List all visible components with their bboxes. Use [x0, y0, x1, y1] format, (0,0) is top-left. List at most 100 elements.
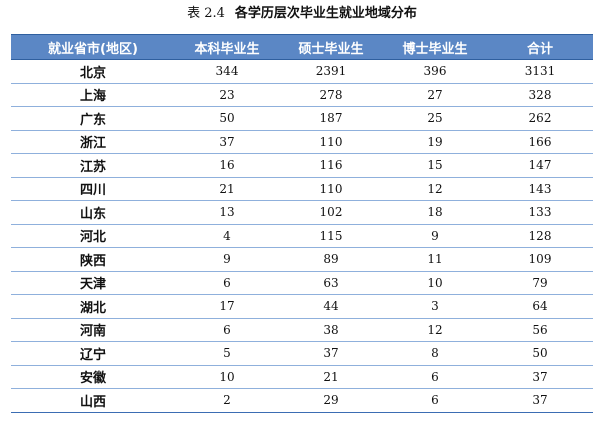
total-cell: 50	[487, 341, 593, 366]
table-row: 北京 344 2391 396 3131	[11, 59, 593, 84]
bachelor-cell: 37	[175, 130, 279, 154]
master-cell: 21	[279, 365, 383, 389]
table-row: 天津 6 63 10 79	[11, 271, 593, 295]
master-cell: 29	[279, 388, 383, 413]
total-cell: 37	[487, 388, 593, 413]
doctor-cell: 12	[383, 177, 487, 201]
total-cell: 143	[487, 177, 593, 201]
doctor-cell: 3	[383, 294, 487, 319]
region-cell: 陕西	[11, 247, 175, 272]
table-row: 浙江 37 110 19 166	[11, 130, 593, 154]
master-cell: 102	[279, 200, 383, 225]
master-cell: 44	[279, 294, 383, 319]
region-cell: 天津	[11, 271, 175, 295]
region-cell: 河南	[11, 318, 175, 342]
table-row: 陕西 9 89 11 109	[11, 247, 593, 272]
region-cell: 山东	[11, 200, 175, 225]
table-row: 广东 50 187 25 262	[11, 106, 593, 131]
bachelor-cell: 5	[175, 341, 279, 366]
region-cell: 广东	[11, 106, 175, 131]
region-cell: 上海	[11, 83, 175, 107]
table-row: 四川 21 110 12 143	[11, 177, 593, 201]
doctor-cell: 9	[383, 224, 487, 248]
table-row: 河北 4 115 9 128	[11, 224, 593, 248]
header-bachelor: 本科毕业生	[175, 34, 279, 60]
table-row: 辽宁 5 37 8 50	[11, 341, 593, 366]
master-cell: 38	[279, 318, 383, 342]
region-cell: 浙江	[11, 130, 175, 154]
bachelor-cell: 10	[175, 365, 279, 389]
master-cell: 116	[279, 153, 383, 178]
region-cell: 辽宁	[11, 341, 175, 366]
table-row: 山东 13 102 18 133	[11, 200, 593, 225]
table-row: 河南 6 38 12 56	[11, 318, 593, 342]
total-cell: 37	[487, 365, 593, 389]
table-row: 江苏 16 116 15 147	[11, 153, 593, 178]
total-cell: 3131	[487, 59, 593, 84]
table-row: 安徽 10 21 6 37	[11, 365, 593, 389]
table-header: 就业省市(地区) 本科毕业生 硕士毕业生 博士毕业生 合计	[11, 34, 593, 60]
bachelor-cell: 21	[175, 177, 279, 201]
table-row: 山西 2 29 6 37	[11, 388, 593, 413]
header-region: 就业省市(地区)	[11, 34, 175, 60]
region-cell: 河北	[11, 224, 175, 248]
bachelor-cell: 9	[175, 247, 279, 272]
doctor-cell: 8	[383, 341, 487, 366]
total-cell: 166	[487, 130, 593, 154]
header-row: 就业省市(地区) 本科毕业生 硕士毕业生 博士毕业生 合计	[11, 34, 593, 60]
master-cell: 37	[279, 341, 383, 366]
total-cell: 328	[487, 83, 593, 107]
bachelor-cell: 6	[175, 318, 279, 342]
header-doctor: 博士毕业生	[383, 34, 487, 60]
header-total: 合计	[487, 34, 593, 60]
master-cell: 278	[279, 83, 383, 107]
region-cell: 北京	[11, 59, 175, 84]
table-number: 表 2.4	[187, 6, 225, 21]
master-cell: 110	[279, 177, 383, 201]
master-cell: 115	[279, 224, 383, 248]
region-cell: 湖北	[11, 294, 175, 319]
bachelor-cell: 13	[175, 200, 279, 225]
total-cell: 64	[487, 294, 593, 319]
region-cell: 安徽	[11, 365, 175, 389]
table-body: 北京 344 2391 396 3131 上海 23 278 27 328 广东 50 187 25 262…	[11, 59, 593, 413]
total-cell: 56	[487, 318, 593, 342]
table-row: 湖北 17 44 3 64	[11, 294, 593, 319]
doctor-cell: 15	[383, 153, 487, 178]
header-master: 硕士毕业生	[279, 34, 383, 60]
doctor-cell: 11	[383, 247, 487, 272]
doctor-cell: 12	[383, 318, 487, 342]
master-cell: 110	[279, 130, 383, 154]
table-title: 各学历层次毕业生就业地域分布	[234, 6, 417, 21]
master-cell: 63	[279, 271, 383, 295]
bachelor-cell: 6	[175, 271, 279, 295]
doctor-cell: 18	[383, 200, 487, 225]
doctor-cell: 25	[383, 106, 487, 131]
doctor-cell: 6	[383, 388, 487, 413]
total-cell: 79	[487, 271, 593, 295]
bachelor-cell: 4	[175, 224, 279, 248]
table-row: 上海 23 278 27 328	[11, 83, 593, 107]
table-caption: 表 2.4 各学历层次毕业生就业地域分布	[0, 3, 604, 25]
region-cell: 四川	[11, 177, 175, 201]
master-cell: 89	[279, 247, 383, 272]
master-cell: 2391	[279, 59, 383, 84]
total-cell: 109	[487, 247, 593, 272]
region-cell: 江苏	[11, 153, 175, 178]
bachelor-cell: 2	[175, 388, 279, 413]
region-cell: 山西	[11, 388, 175, 413]
total-cell: 262	[487, 106, 593, 131]
total-cell: 147	[487, 153, 593, 178]
doctor-cell: 6	[383, 365, 487, 389]
master-cell: 187	[279, 106, 383, 131]
bachelor-cell: 17	[175, 294, 279, 319]
employment-region-table: 就业省市(地区) 本科毕业生 硕士毕业生 博士毕业生 合计 北京 344 2391 396 31…	[11, 34, 593, 413]
doctor-cell: 396	[383, 59, 487, 84]
doctor-cell: 10	[383, 271, 487, 295]
doctor-cell: 19	[383, 130, 487, 154]
doctor-cell: 27	[383, 83, 487, 107]
total-cell: 133	[487, 200, 593, 225]
total-cell: 128	[487, 224, 593, 248]
bachelor-cell: 16	[175, 153, 279, 178]
bachelor-cell: 50	[175, 106, 279, 131]
